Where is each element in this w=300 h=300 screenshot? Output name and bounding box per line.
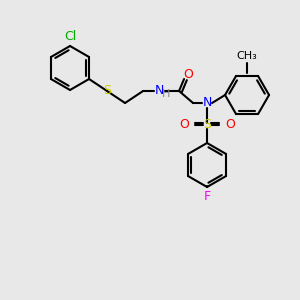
Text: H: H	[162, 89, 170, 99]
Text: S: S	[203, 118, 211, 131]
Text: S: S	[103, 85, 111, 98]
Text: O: O	[183, 68, 193, 80]
Text: Cl: Cl	[64, 31, 76, 44]
Text: N: N	[154, 85, 164, 98]
Text: CH₃: CH₃	[237, 51, 257, 61]
Text: F: F	[203, 190, 211, 203]
Text: O: O	[225, 118, 235, 131]
Text: O: O	[179, 118, 189, 131]
Text: N: N	[202, 97, 212, 110]
